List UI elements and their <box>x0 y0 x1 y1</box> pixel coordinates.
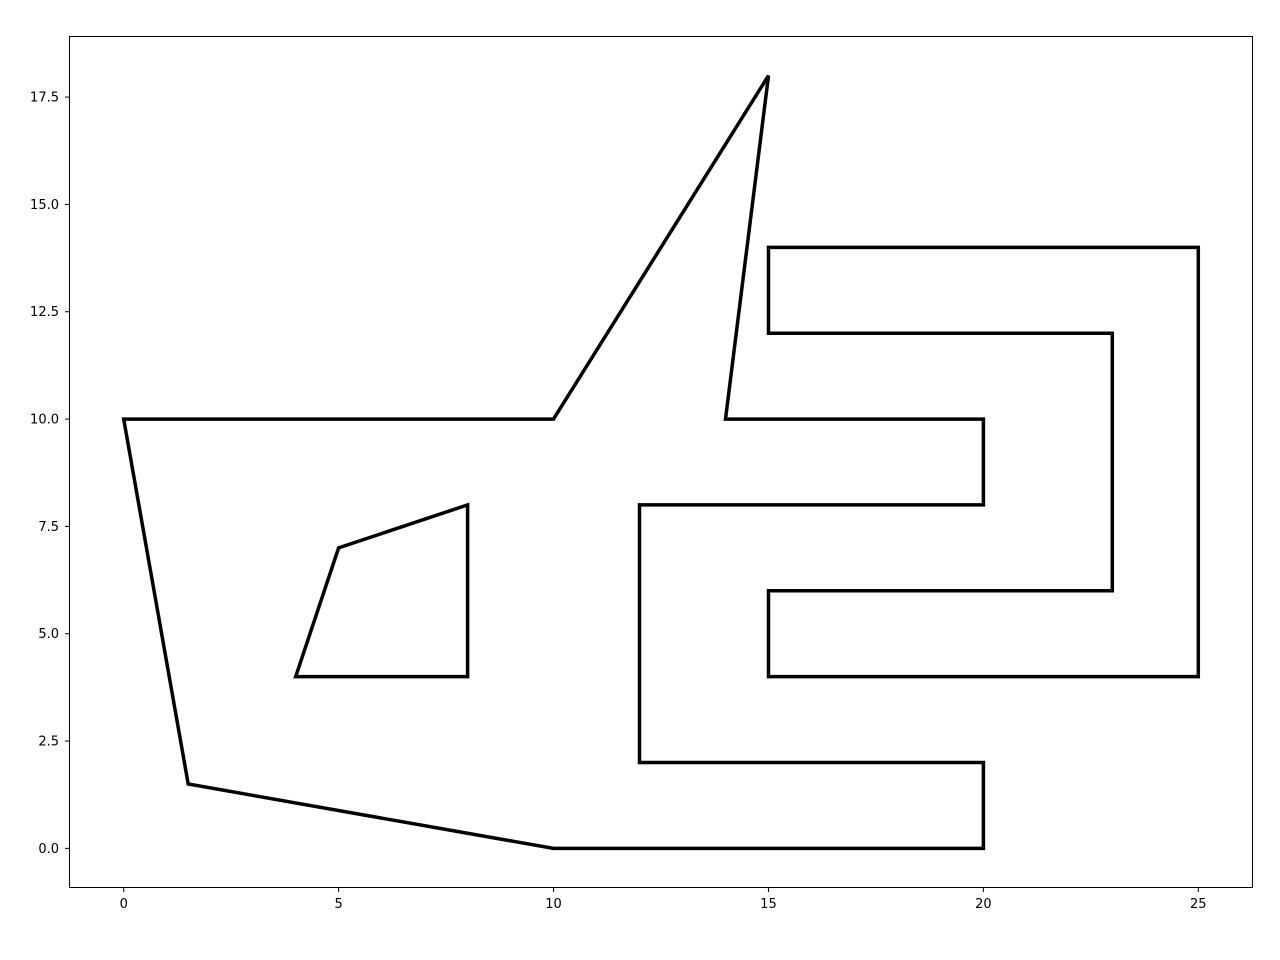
plot-frame <box>69 36 1253 888</box>
y-axis: 0.0 2.5 5.0 7.5 10.0 12.5 15.0 17.5 <box>30 91 70 857</box>
x-tick-label-0: 0 <box>120 897 128 912</box>
y-tick-label-2: 5.0 <box>38 627 59 642</box>
y-tick-label-5: 12.5 <box>30 305 59 320</box>
series-shape-2 <box>766 245 1201 679</box>
y-tick-label-0: 0.0 <box>38 842 59 857</box>
series-layer <box>121 74 1201 851</box>
series-shape-0 <box>121 74 986 851</box>
x-tick-label-1: 5 <box>334 897 342 912</box>
x-tick-label-4: 20 <box>975 897 992 912</box>
y-tick-label-1: 2.5 <box>38 735 59 750</box>
y-tick-label-3: 7.5 <box>38 520 59 535</box>
plot-area <box>69 36 1253 888</box>
y-tick-label-7: 17.5 <box>30 91 59 106</box>
y-tick-label-6: 15.0 <box>30 198 59 213</box>
x-tick-label-5: 25 <box>1190 897 1207 912</box>
series-shape-1 <box>293 502 470 679</box>
x-tick-label-3: 15 <box>760 897 777 912</box>
x-axis: 0 5 10 15 20 25 <box>120 887 1207 912</box>
y-tick-label-4: 10.0 <box>30 413 59 428</box>
x-tick-label-2: 10 <box>545 897 562 912</box>
